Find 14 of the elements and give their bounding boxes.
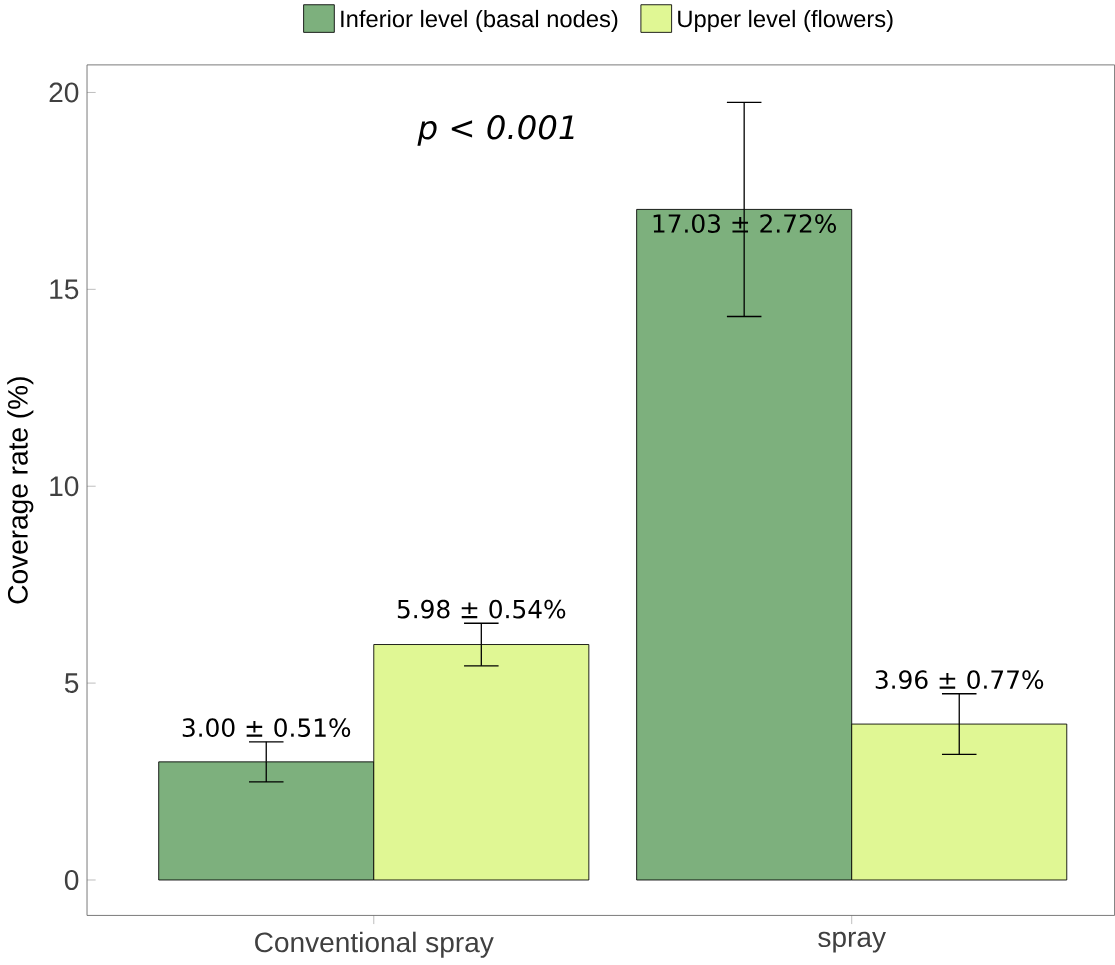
y-tick-label: 20 [49, 82, 79, 103]
y-tick-label: 15 [50, 279, 79, 300]
legend-label: Inferior level (basal nodes) [341, 9, 618, 32]
data-label: 3.96 ± 0.77% [875, 670, 1044, 689]
data-label: 3.00 ± 0.51% [182, 718, 351, 737]
annotation: p < 0.001 [417, 115, 574, 146]
y-tick-label: 10 [50, 476, 79, 497]
legend-label: Upper level (flowers) [678, 9, 893, 32]
y-axis-title: Coverage rate (%) [7, 377, 34, 604]
y-tick-label: 5 [64, 673, 79, 693]
x-tick-label: Conventional spray [255, 931, 494, 958]
y-tick-label: 0 [64, 870, 79, 890]
data-label: 5.98 ± 0.54% [397, 599, 566, 619]
x-tick-label: spray [818, 931, 886, 953]
